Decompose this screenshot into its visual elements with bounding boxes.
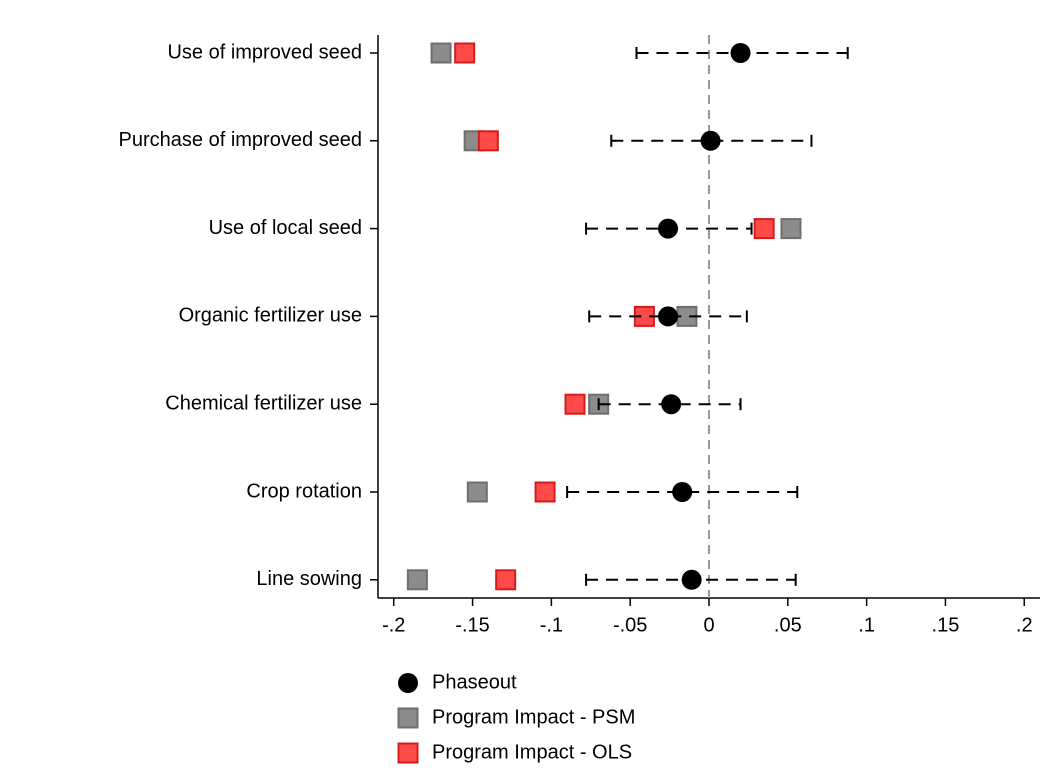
point	[658, 218, 679, 239]
legend-label: Program Impact - PSM	[432, 706, 635, 728]
legend-label: Phaseout	[432, 671, 517, 693]
x-tick-label: -.1	[540, 614, 563, 636]
point	[753, 218, 775, 240]
legend-marker	[397, 742, 419, 764]
x-tick-label: .1	[858, 614, 875, 636]
y-tick-label: Use of improved seed	[167, 41, 362, 63]
point	[564, 393, 586, 415]
y-tick-label: Organic fertilizer use	[179, 305, 362, 327]
y-tick-label: Crop rotation	[246, 480, 362, 502]
point	[454, 42, 476, 64]
legend-marker	[397, 707, 419, 729]
point	[661, 394, 682, 415]
legend-marker	[398, 673, 418, 693]
point	[658, 306, 679, 327]
point	[700, 130, 721, 151]
x-tick-label: -.2	[382, 614, 405, 636]
point	[534, 481, 556, 503]
point	[681, 569, 702, 590]
point	[495, 569, 517, 591]
point	[672, 482, 693, 502]
y-tick-label: Purchase of improved seed	[119, 129, 362, 151]
x-tick-label: .05	[774, 614, 802, 636]
x-tick-label: .2	[1016, 614, 1033, 636]
point	[406, 569, 428, 591]
y-tick-label: Line sowing	[256, 568, 362, 590]
point	[466, 481, 488, 503]
x-tick-label: -.05	[613, 614, 647, 636]
point	[477, 130, 499, 152]
x-tick-label: .15	[932, 614, 960, 636]
x-tick-label: 0	[703, 614, 714, 636]
x-tick-label: -.15	[455, 614, 489, 636]
point	[430, 42, 452, 64]
y-tick-label: Chemical fertilizer use	[165, 392, 362, 414]
point	[780, 218, 802, 240]
point	[730, 43, 751, 63]
y-tick-label: Use of local seed	[209, 217, 362, 239]
legend-label: Program Impact - OLS	[432, 741, 632, 763]
